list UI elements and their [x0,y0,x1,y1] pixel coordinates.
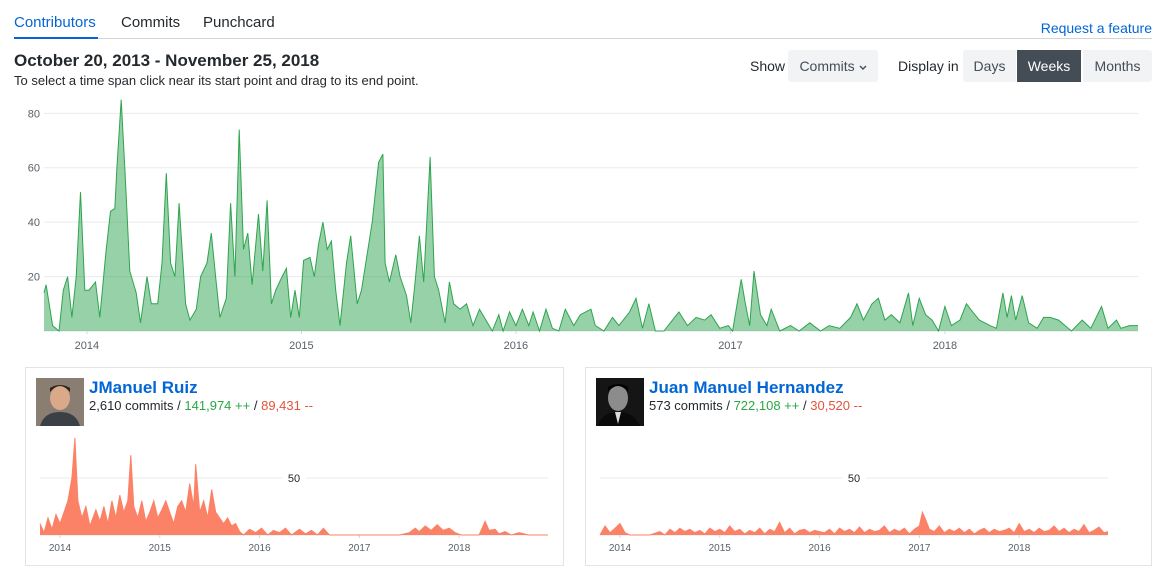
commit-count: 2,610 commits [89,398,174,413]
separator: / [726,398,730,413]
tab[interactable]: Punchcard [203,14,275,31]
commit-count: 573 commits [649,398,723,413]
avatar[interactable] [36,378,84,426]
request-feature-link[interactable]: Request a feature [1040,20,1152,36]
contributor-stats: 2,610 commits / 141,974 ++ / 89,431 -- [89,398,313,413]
avatar[interactable] [596,378,644,426]
y-tick-label: 60 [28,163,40,175]
display-label: Display in [898,58,959,74]
contributor-card: JManuel Ruiz 2,610 commits / 141,974 ++ … [25,367,564,566]
tab[interactable]: Contributors [14,14,96,31]
series-area [44,99,1138,331]
separator: / [177,398,181,413]
contributor-card: Juan Manuel Hernandez 573 commits / 722,… [585,367,1152,566]
y-tick-label: 40 [28,217,40,229]
deletions: 30,520 -- [810,398,863,413]
contributor-name[interactable]: JManuel Ruiz [89,378,198,397]
x-tick-label: 2018 [933,340,957,352]
tab[interactable]: Commits [121,14,181,31]
deletions: 89,431 -- [261,398,314,413]
tab-underline [14,37,98,39]
caret [859,65,867,70]
y-tick-label: 80 [28,108,40,120]
show-select[interactable]: Commits [788,50,878,82]
series-line [43,99,1138,333]
hint: To select a time span click near its sta… [14,73,419,88]
tab-rule [14,38,1152,39]
y-tick-label: 20 [28,272,40,284]
contributor-name[interactable]: Juan Manuel Hernandez [649,378,844,397]
contributor-stats: 573 commits / 722,108 ++ / 30,520 -- [649,398,862,413]
x-tick-label: 2015 [289,340,313,352]
display-option[interactable]: Months [1083,50,1152,82]
display-option[interactable]: Days [963,50,1016,82]
separator: / [803,398,807,413]
additions: 722,108 ++ [733,398,800,413]
x-tick-label: 2014 [75,340,99,352]
additions: 141,974 ++ [184,398,251,413]
show-label: Show [750,58,786,74]
x-tick-label: 2016 [504,340,528,352]
date-range: October 20, 2013 - November 25, 2018 [14,51,320,70]
separator: / [253,398,258,413]
x-tick-label: 2017 [718,340,742,352]
display-option[interactable]: Weeks [1017,50,1081,82]
show-select-text: Commits [799,58,855,74]
